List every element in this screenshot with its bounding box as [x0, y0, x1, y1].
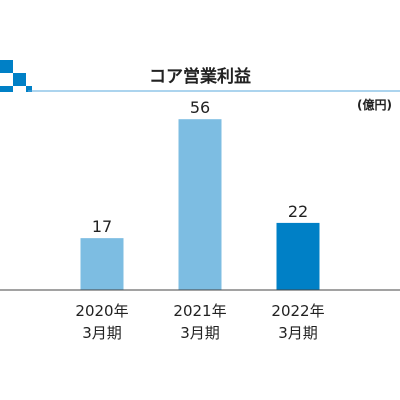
category-year-2: 2022年: [271, 302, 324, 320]
category-labels-group: 2020年 3月期 2021年 3月期 2022年 3月期: [75, 302, 324, 342]
bar-1: [178, 119, 222, 290]
value-label-1: 56: [190, 98, 210, 117]
corner-logo-icon: [0, 60, 32, 92]
category-year-1: 2021年: [173, 302, 226, 320]
category-period-0: 3月期: [82, 324, 122, 342]
bars-group: [80, 119, 320, 290]
category-period-1: 3月期: [180, 324, 220, 342]
bar-0: [80, 238, 124, 290]
category-period-2: 3月期: [278, 324, 318, 342]
chart-title: コア営業利益: [149, 66, 251, 87]
value-labels-group: 17 56 22: [92, 98, 308, 236]
unit-label: (億円): [357, 97, 392, 112]
value-label-2: 22: [288, 202, 308, 221]
bar-2: [276, 222, 320, 290]
value-label-0: 17: [92, 217, 112, 236]
category-year-0: 2020年: [75, 302, 128, 320]
